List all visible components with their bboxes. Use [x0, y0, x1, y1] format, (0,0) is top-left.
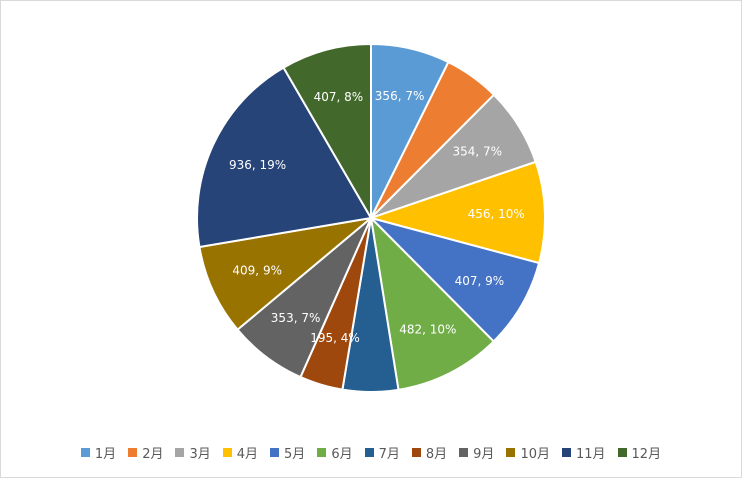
legend-swatch: [617, 447, 627, 457]
legend-swatch: [222, 447, 232, 457]
data-label-12: 407, 8%: [314, 90, 364, 104]
legend-label: 12月: [631, 446, 662, 462]
legend-swatch: [459, 447, 469, 457]
legend-swatch: [561, 447, 571, 457]
legend-label: 3月: [189, 446, 211, 462]
legend-item-2: 2月: [128, 443, 163, 462]
pie-slice-5: [367, 216, 541, 343]
legend-swatch: [175, 447, 185, 457]
pie-slice-10: [198, 216, 375, 332]
legend-label: 4月: [236, 446, 259, 462]
legend-item-6: 6月: [317, 443, 353, 462]
legend-swatch: [317, 447, 327, 457]
legend-item-8: 8月: [411, 443, 448, 462]
pie-slice-11: [196, 66, 373, 249]
data-label-3: 354, 7%: [453, 145, 503, 159]
data-label-1: 356, 7%: [375, 89, 425, 103]
legend-label: 9月: [473, 446, 495, 462]
legend-item-10: 10月: [506, 443, 550, 462]
pie-slice-4: [367, 160, 546, 265]
legend-swatch: [506, 447, 516, 457]
legend-item-7: 7月: [364, 443, 400, 462]
legend-swatch: [128, 447, 138, 457]
legend: 1月 2月 3月 4月 5月 6月 7月 8月 9月 10月 11月 12月: [1, 441, 741, 463]
legend-item-3: 3月: [175, 443, 211, 462]
legend-label: 6月: [331, 446, 353, 462]
legend-label: 11月: [575, 446, 606, 462]
legend-swatch: [364, 447, 374, 457]
pie-slice-6: [369, 215, 496, 391]
legend-item-11: 11月: [561, 443, 606, 462]
data-label-10: 409, 9%: [232, 263, 282, 277]
legend-label: 2月: [142, 446, 164, 462]
data-label-4: 456, 10%: [468, 207, 525, 221]
legend-swatch: [270, 447, 280, 457]
legend-label: 10月: [520, 446, 550, 462]
pie-slice-12: [282, 42, 372, 222]
data-label-6: 482, 10%: [399, 323, 456, 337]
legend-label: 5月: [284, 446, 306, 462]
legend-item-1: 1月: [80, 443, 117, 462]
legend-label: 7月: [378, 446, 400, 462]
legend-swatch: [411, 447, 421, 457]
legend-label: 1月: [94, 446, 117, 462]
legend-swatch: [80, 447, 90, 457]
data-label-9: 353, 7%: [271, 311, 321, 325]
legend-item-5: 5月: [270, 443, 305, 462]
legend-item-12: 12月: [617, 443, 662, 462]
data-label-5: 407, 9%: [455, 274, 505, 288]
legend-item-4: 4月: [222, 443, 259, 462]
data-label-8: 195, 4%: [310, 331, 360, 345]
legend-label: 8月: [425, 446, 448, 462]
legend-item-9: 9月: [459, 443, 494, 462]
data-label-11: 936, 19%: [229, 158, 286, 172]
